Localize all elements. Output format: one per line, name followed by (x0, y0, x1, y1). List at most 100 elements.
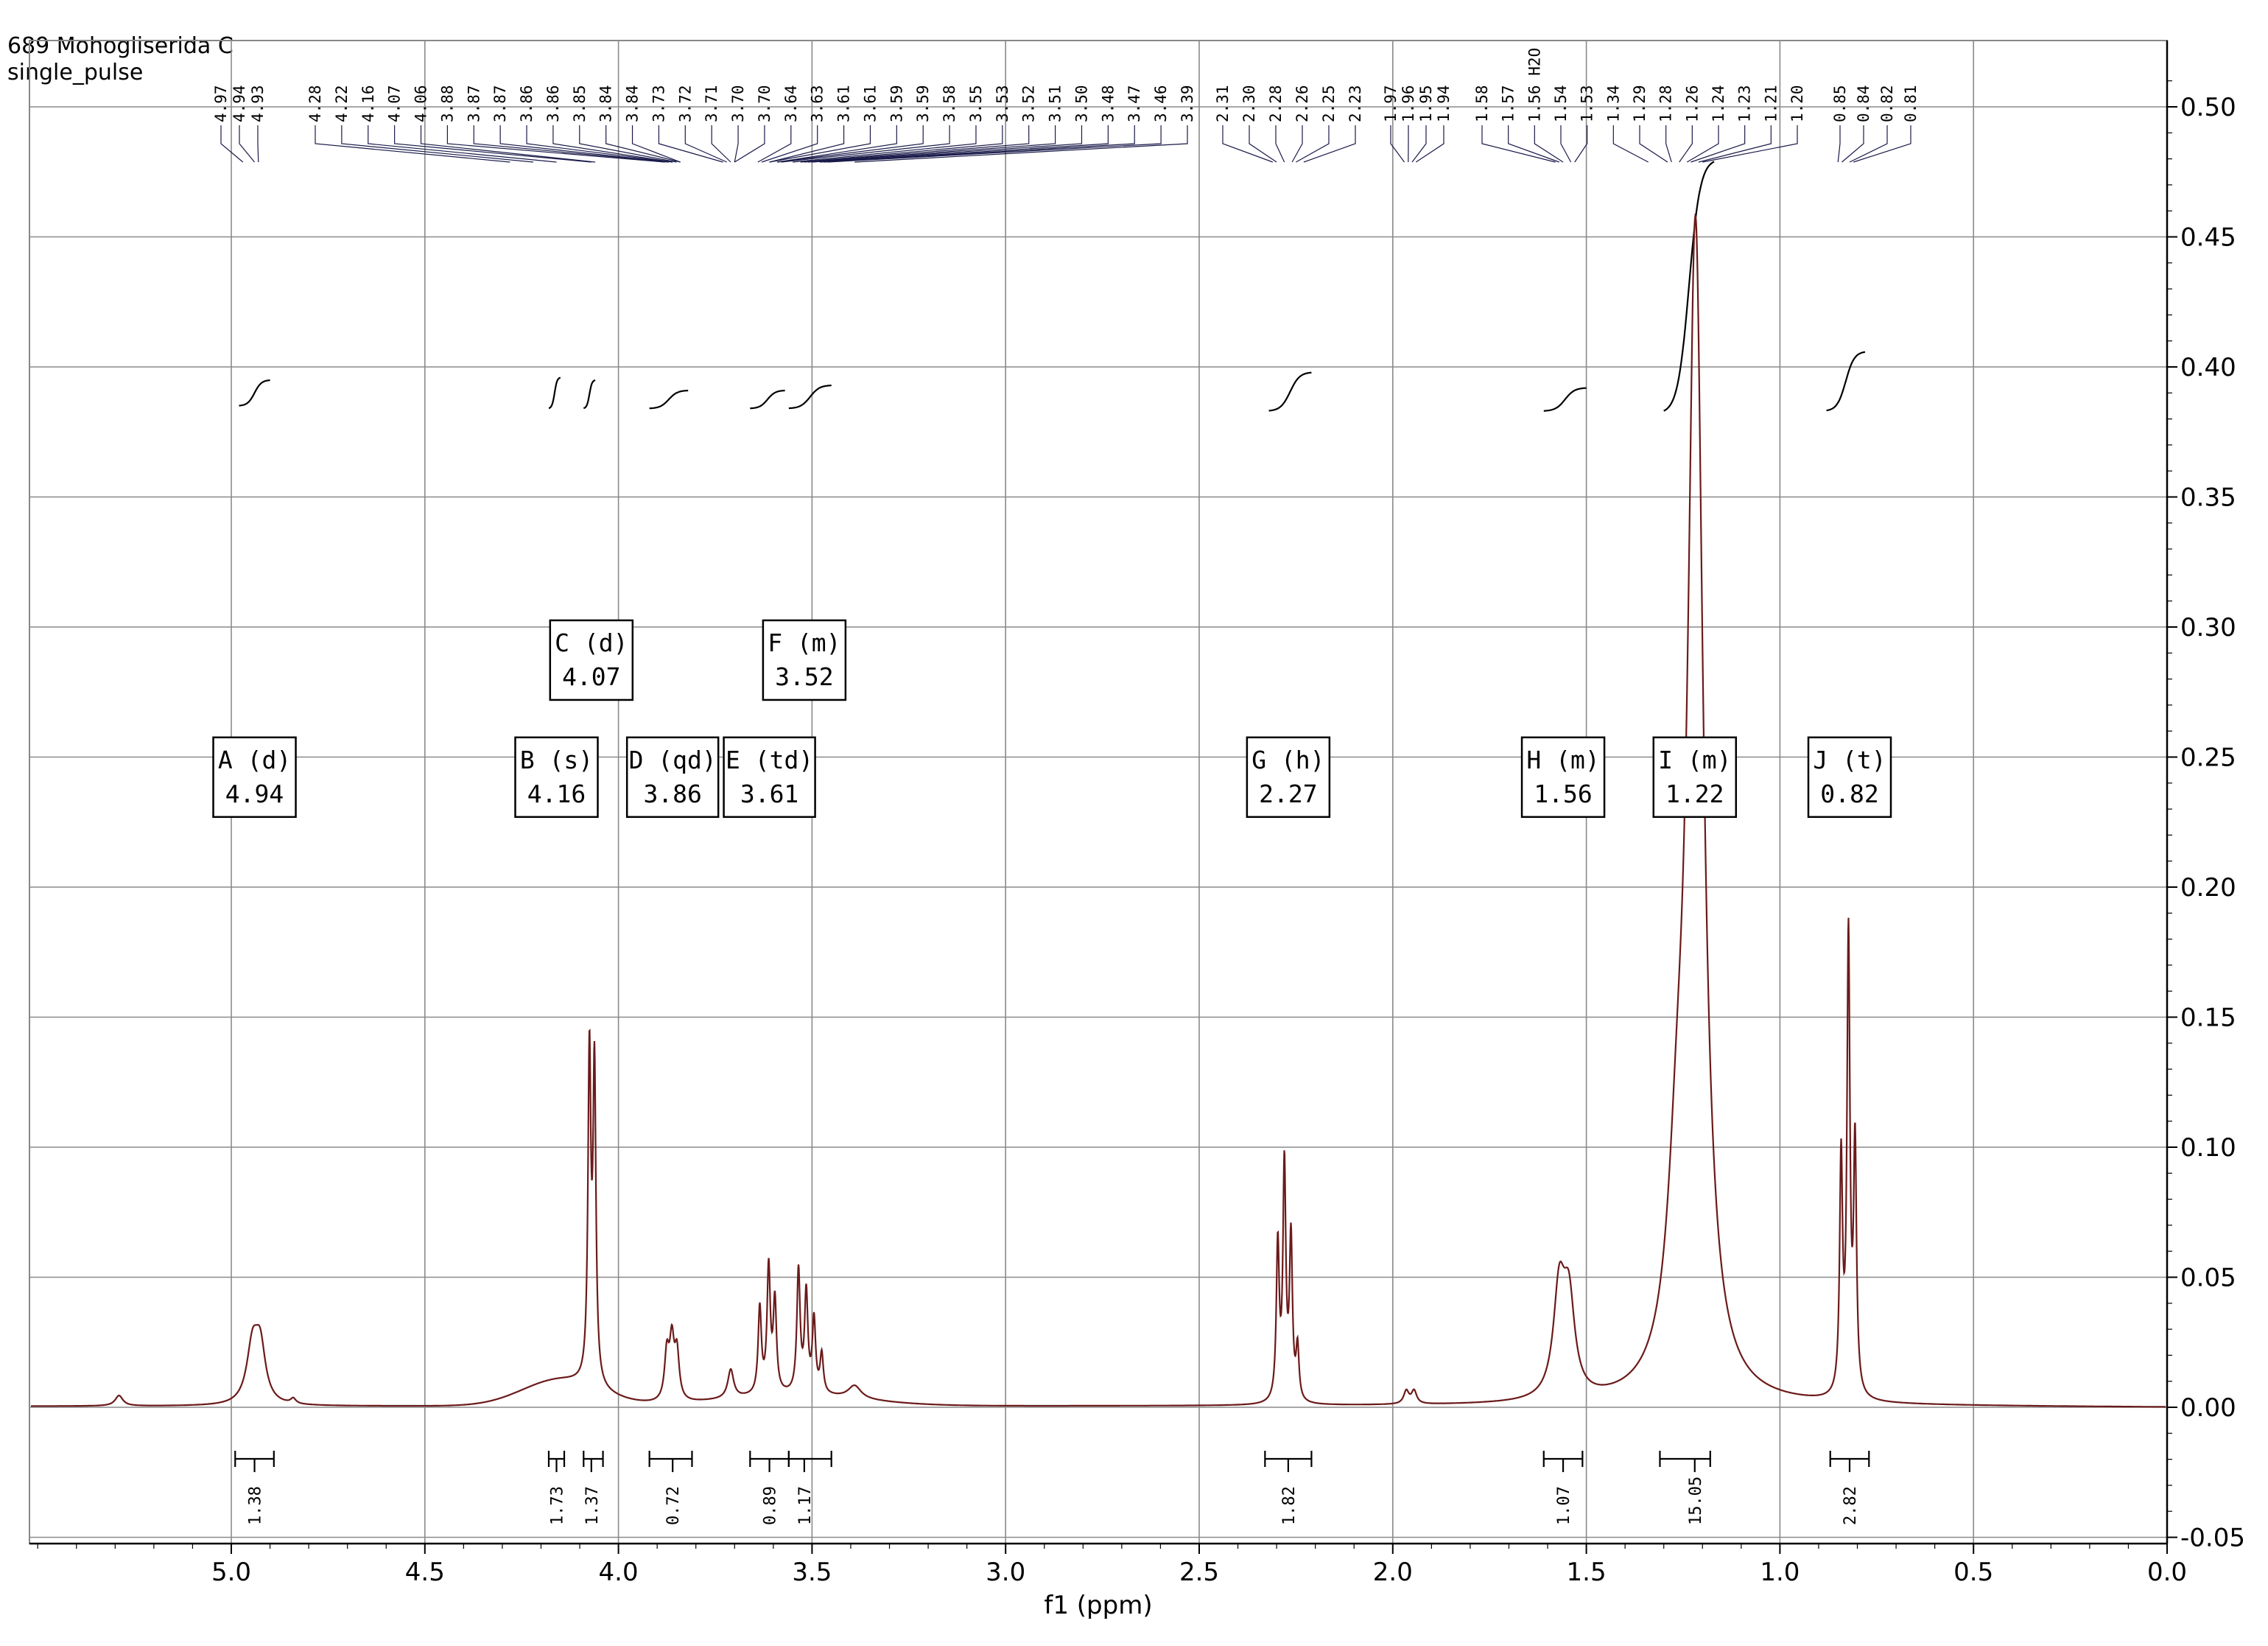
peak-pointer (1296, 125, 1330, 163)
peak-label: 4.28 (306, 85, 324, 122)
peak-pointer (1665, 125, 1672, 163)
x-tick-label: 4.0 (599, 1558, 639, 1587)
peak-pointer (824, 125, 1135, 163)
peak-pointer (854, 125, 1188, 163)
integral-curve (1543, 387, 1587, 412)
peak-label: 3.70 (756, 85, 773, 122)
peak-pointer (446, 125, 665, 163)
x-tick-label: 4.5 (405, 1558, 445, 1587)
multiplet-shift: 3.86 (643, 780, 701, 808)
multiplet-label: H (m) (1526, 746, 1599, 774)
multiplet-shift: 1.56 (1534, 780, 1592, 808)
y-tick-label: 0.50 (2180, 93, 2236, 122)
peak-label: 0.81 (1902, 85, 1920, 122)
peak-pointer (1411, 125, 1427, 163)
peak-label: 4.94 (231, 85, 248, 122)
peak-pointer (757, 125, 792, 163)
multiplet-box (549, 619, 634, 701)
peak-label: 2.31 (1214, 85, 1232, 122)
peak-label: 4.93 (249, 85, 267, 122)
multiplet-shift: 4.94 (225, 780, 284, 808)
peak-pointer (1612, 125, 1649, 163)
y-tick-label: 0.20 (2180, 873, 2236, 903)
integral-curve (239, 379, 270, 407)
x-tick-label: 1.0 (1760, 1558, 1800, 1587)
peak-pointer (777, 125, 897, 163)
x-tick-label: 5.0 (211, 1558, 251, 1587)
y-tick-label: 0.40 (2180, 353, 2236, 382)
peak-label: 1.21 (1762, 85, 1780, 122)
peak-pointer (315, 125, 510, 163)
axes: 5.0 4.5 4.0 3.5 3.0 2.5 2.0 1.5 1.0 0.5 0.0 -0.05 0.… (29, 41, 2245, 1587)
peak-pointer (220, 125, 244, 163)
integral-value: 1.17 (796, 1486, 815, 1525)
peak-pointer (812, 125, 1083, 163)
peak-label: 3.51 (1047, 85, 1064, 122)
y-tick-label: 0.05 (2180, 1264, 2236, 1293)
peak-label: 1.23 (1736, 85, 1754, 122)
peak-label: 2.28 (1267, 85, 1285, 122)
peak-label: 2.26 (1293, 85, 1311, 122)
peak-label: 3.46 (1152, 85, 1170, 122)
peak-pointer (658, 125, 723, 163)
multiplet-shift: 1.22 (1665, 780, 1724, 808)
peak-label: 4.22 (333, 85, 351, 122)
spectrum-trace (31, 213, 2166, 1408)
peak-label: 1.26 (1683, 85, 1701, 122)
peak-label: 3.88 (438, 85, 456, 122)
peak-pointer (1534, 125, 1564, 163)
peak-pointer (1698, 125, 1772, 163)
peak-label: 1.94 (1435, 85, 1453, 122)
y-tick-label: -0.05 (2180, 1524, 2245, 1553)
multiplet-shift: 2.27 (1259, 780, 1317, 808)
peak-pointer (1481, 125, 1556, 163)
x-tick-label: 2.0 (1373, 1558, 1413, 1587)
peak-label: 1.28 (1657, 85, 1675, 122)
peak-label: 4.97 (212, 85, 230, 122)
y-tick-label: 0.00 (2180, 1393, 2236, 1423)
multiplet-box (514, 736, 599, 819)
integral-value: 1.73 (549, 1486, 567, 1525)
peak-label: 3.87 (465, 85, 482, 122)
peak-label: 3.39 (1179, 85, 1196, 122)
peak-label: 3.64 (782, 85, 800, 122)
peak-pointer (1849, 125, 1888, 163)
multiplet-shift: 3.52 (775, 662, 833, 691)
peak-label: 4.06 (412, 85, 430, 122)
multiplet-label: G (h) (1251, 746, 1324, 774)
integral-curve (548, 377, 561, 410)
peak-label: 3.85 (571, 85, 589, 122)
peak-label: 3.72 (676, 85, 694, 122)
x-tick-label: 3.5 (792, 1558, 832, 1587)
peak-pointer (1853, 125, 1911, 163)
peak-label: 1.96 (1400, 85, 1417, 122)
peak-pointer (800, 125, 1003, 163)
peak-label: 0.84 (1855, 85, 1872, 122)
peak-pointer (1508, 125, 1560, 163)
peak-label: 1.20 (1788, 85, 1806, 122)
peak-label: 1.95 (1417, 85, 1435, 122)
peak-pointer (1639, 125, 1668, 163)
peak-pointer (777, 125, 924, 163)
peak-pointer (1574, 125, 1588, 163)
multiplet-box (762, 619, 847, 701)
peak-label: 1.34 (1604, 85, 1622, 122)
peak-pointer (579, 125, 677, 163)
multiplet-label-group: A (d) 4.94 B (s) 4.16 C (d) 4.07 D (qd) 3.86 E (… (212, 619, 1892, 819)
peak-label: 3.55 (967, 85, 985, 122)
peak-pointer (605, 125, 681, 163)
peak-pointer (1416, 125, 1444, 163)
peak-label: 0.85 (1831, 85, 1849, 122)
peak-label: 3.61 (835, 85, 853, 122)
peak-label: 3.58 (941, 85, 958, 122)
peak-pointer (769, 125, 845, 163)
integral-curve (1663, 161, 1715, 412)
integral-curve (750, 389, 785, 410)
peak-pointer (769, 125, 871, 163)
peak-label: 4.16 (359, 85, 377, 122)
peak-pointer (827, 125, 1162, 163)
peak-label: 1.56 H2O (1526, 48, 1543, 122)
peak-label: 3.47 (1126, 85, 1143, 122)
peak-pointer (711, 125, 731, 163)
peak-label: 1.57 (1500, 85, 1517, 122)
